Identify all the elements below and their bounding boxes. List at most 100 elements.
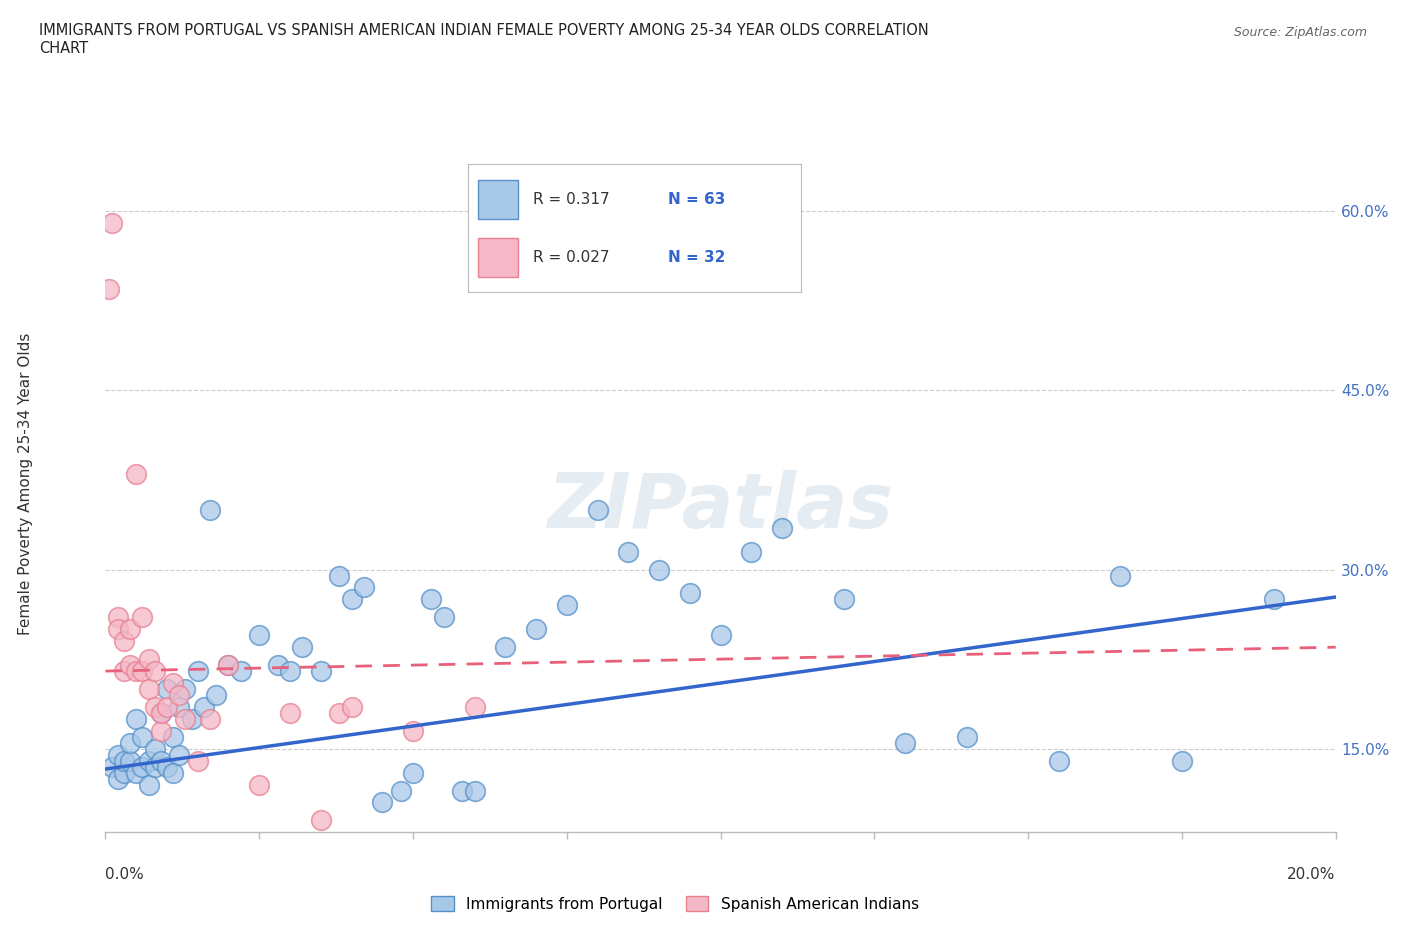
Point: [143, 664, 166, 679]
Point: [125, 664, 148, 679]
Point: [524, 622, 547, 637]
Point: [112, 633, 135, 648]
Text: ZIPatlas: ZIPatlas: [547, 470, 894, 544]
Point: [107, 771, 129, 786]
Point: [162, 765, 184, 780]
Point: [112, 765, 135, 780]
Point: [100, 216, 122, 231]
Point: [97, 282, 120, 297]
Point: [402, 765, 425, 780]
Text: 0.0%: 0.0%: [105, 867, 145, 882]
Text: Female Poverty Among 25-34 Year Olds: Female Poverty Among 25-34 Year Olds: [18, 332, 32, 635]
Point: [131, 610, 153, 625]
Point: [328, 568, 350, 583]
Point: [198, 711, 221, 726]
Point: [247, 777, 270, 792]
Point: [131, 729, 153, 744]
Point: [229, 664, 252, 679]
Point: [107, 748, 129, 763]
Point: [420, 592, 443, 607]
Point: [131, 759, 153, 774]
Point: [112, 753, 135, 768]
Point: [125, 765, 148, 780]
Point: [156, 682, 179, 697]
Point: [278, 664, 301, 679]
Point: [187, 753, 209, 768]
Point: [143, 759, 166, 774]
Point: [149, 753, 172, 768]
Point: [156, 699, 179, 714]
Point: [169, 687, 191, 702]
Point: [205, 687, 228, 702]
Point: [353, 580, 375, 595]
Point: [125, 467, 148, 482]
Point: [169, 699, 191, 714]
Point: [120, 658, 141, 672]
Point: [174, 711, 197, 726]
Text: 20.0%: 20.0%: [1288, 867, 1336, 882]
Text: IMMIGRANTS FROM PORTUGAL VS SPANISH AMERICAN INDIAN FEMALE POVERTY AMONG 25-34 Y: IMMIGRANTS FROM PORTUGAL VS SPANISH AMER…: [39, 23, 929, 56]
Point: [956, 729, 979, 744]
Point: [138, 753, 160, 768]
Point: [291, 640, 314, 655]
Point: [112, 664, 135, 679]
Point: [149, 724, 172, 738]
Point: [433, 610, 456, 625]
Point: [770, 520, 793, 535]
Point: [451, 783, 474, 798]
Point: [555, 598, 578, 613]
Point: [120, 753, 141, 768]
Point: [340, 592, 363, 607]
Point: [494, 640, 516, 655]
Point: [1109, 568, 1132, 583]
Point: [187, 664, 209, 679]
Point: [1047, 753, 1070, 768]
Point: [143, 741, 166, 756]
Point: [1171, 753, 1194, 768]
Point: [328, 706, 350, 721]
Point: [149, 706, 172, 721]
Point: [247, 628, 270, 643]
Point: [149, 706, 172, 721]
Point: [162, 675, 184, 690]
Point: [125, 711, 148, 726]
Point: [107, 622, 129, 637]
Point: [218, 658, 240, 672]
Point: [1263, 592, 1285, 607]
Point: [309, 813, 332, 828]
Point: [218, 658, 240, 672]
Legend: Immigrants from Portugal, Spanish American Indians: Immigrants from Portugal, Spanish Americ…: [425, 889, 925, 918]
Point: [679, 586, 702, 601]
Point: [617, 544, 640, 559]
Point: [198, 502, 221, 517]
Point: [107, 610, 129, 625]
Point: [464, 699, 486, 714]
Point: [138, 682, 160, 697]
Point: [193, 699, 215, 714]
Point: [169, 748, 191, 763]
Point: [120, 622, 141, 637]
Point: [174, 682, 197, 697]
Point: [138, 777, 160, 792]
Text: Source: ZipAtlas.com: Source: ZipAtlas.com: [1233, 26, 1367, 39]
Point: [894, 736, 917, 751]
Point: [464, 783, 486, 798]
Point: [586, 502, 609, 517]
Point: [389, 783, 412, 798]
Point: [740, 544, 762, 559]
Point: [138, 652, 160, 667]
Point: [162, 729, 184, 744]
Point: [180, 711, 202, 726]
Point: [156, 759, 179, 774]
Point: [267, 658, 290, 672]
Point: [120, 736, 141, 751]
Point: [832, 592, 855, 607]
Point: [143, 699, 166, 714]
Point: [278, 706, 301, 721]
Point: [131, 664, 153, 679]
Point: [309, 664, 332, 679]
Point: [648, 562, 671, 577]
Point: [340, 699, 363, 714]
Point: [371, 795, 394, 810]
Point: [100, 759, 122, 774]
